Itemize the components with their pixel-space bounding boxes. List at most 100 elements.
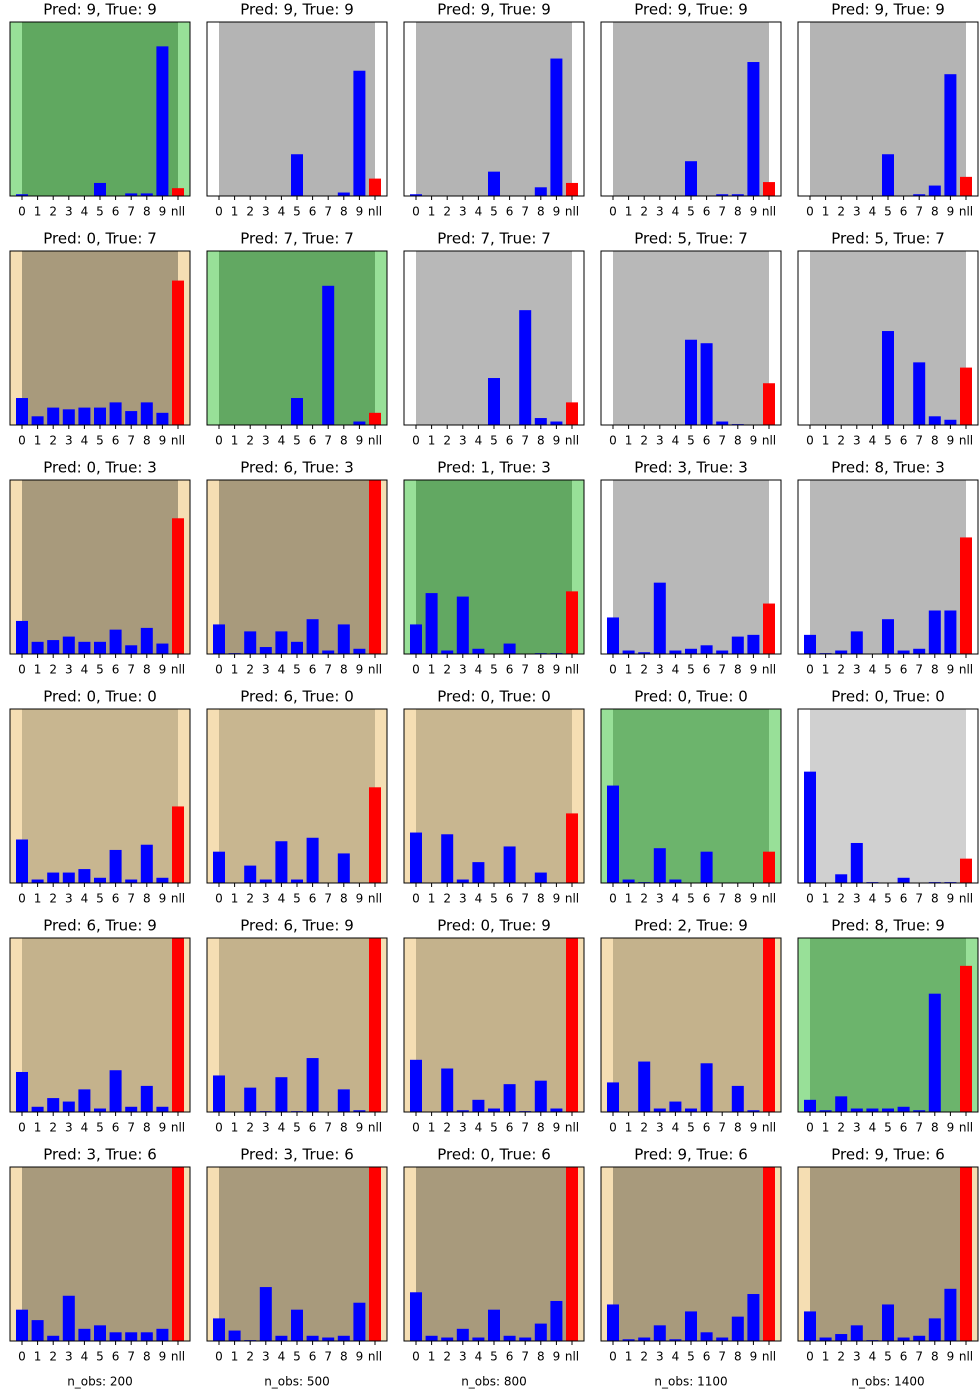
frame: [403, 250, 585, 426]
x-tick-label: nll: [959, 892, 973, 906]
bar: [306, 619, 319, 654]
panel: Pred: 0, True: 0 0 1 2 3 4 5 6 7 8 9 nll: [403, 688, 585, 906]
plot-area: [404, 22, 584, 196]
plot-area: [207, 251, 387, 425]
panel-title: Pred: 1, True: 3: [437, 459, 551, 477]
x-tick-label: nll: [959, 205, 973, 219]
bar: [244, 631, 257, 654]
x-tick-label: 2: [246, 1350, 254, 1364]
image: [22, 22, 178, 196]
x-tick-label: 8: [537, 434, 545, 448]
x-tick-label: 4: [869, 663, 877, 677]
x-tick-label: 0: [412, 1350, 420, 1364]
plot-area: [798, 938, 978, 1112]
bar: [78, 1089, 91, 1112]
x-tick-label: 0: [609, 892, 617, 906]
bar: [172, 938, 184, 1112]
x-tick-label: 2: [246, 434, 254, 448]
plot-area: [404, 1167, 584, 1341]
panel: Pred: 9, True: 9 0 1 2 3 4 5 6 7 8 9 nll: [403, 1, 585, 219]
plot-area: [404, 480, 584, 654]
bar: [213, 851, 225, 883]
x-tick-label: 1: [34, 1121, 42, 1135]
x-tick-label: 8: [143, 1350, 151, 1364]
panel-title: Pred: 8, True: 9: [831, 917, 945, 935]
bar: [607, 617, 619, 654]
bar: [213, 1318, 225, 1341]
x-tick-label: 5: [293, 663, 301, 677]
x-tick-label: 1: [428, 892, 436, 906]
column-label: n_obs: 800: [461, 1375, 527, 1389]
bar: [960, 965, 972, 1112]
bar: [488, 378, 500, 425]
bar: [944, 1288, 957, 1341]
panel: Pred: 0, True: 7 0 1 2 3 4 5 6 7 8 9 nll: [9, 230, 191, 448]
bar: [503, 846, 516, 883]
x-tick-label: nll: [762, 205, 776, 219]
bar: [259, 879, 272, 883]
x-tick-label: 2: [443, 205, 451, 219]
x-tick-label: 5: [687, 892, 695, 906]
panel: Pred: 9, True: 6 0 1 2 3 4 5 6 7 8 9 nll: [600, 1146, 782, 1364]
panel-title: Pred: 9, True: 9: [437, 1, 551, 19]
frame: [9, 250, 191, 426]
x-tick-label: 7: [127, 205, 135, 219]
column-label: n_obs: 1100: [654, 1375, 727, 1389]
bar: [322, 285, 335, 425]
panel: Pred: 2, True: 9 0 1 2 3 4 5 6 7 8 9 nll: [600, 917, 782, 1135]
bar: [62, 409, 75, 425]
x-tick-label: 0: [806, 434, 814, 448]
bar: [503, 1084, 516, 1112]
x-tick-label: 6: [112, 205, 120, 219]
x-tick-label: 4: [869, 205, 877, 219]
bar: [353, 1302, 366, 1341]
x-tick-label: nll: [171, 892, 185, 906]
frame: [9, 937, 191, 1113]
bar: [456, 596, 469, 654]
image: [219, 251, 375, 425]
x-tick-label: 5: [293, 1350, 301, 1364]
x-tick-label: 4: [278, 1121, 286, 1135]
bar: [716, 650, 729, 654]
x-tick-label: 6: [900, 892, 908, 906]
plot-area: [601, 938, 781, 1112]
x-tick-label: 5: [884, 205, 892, 219]
plot-area: [798, 709, 978, 883]
x-tick-label: 3: [65, 434, 73, 448]
x-tick-label: 6: [703, 1121, 711, 1135]
x-tick-label: nll: [368, 663, 382, 677]
x-tick-label: 1: [231, 434, 239, 448]
x-tick-label: 6: [900, 1350, 908, 1364]
bar: [337, 853, 350, 883]
x-tick-label: 8: [734, 663, 742, 677]
bar: [410, 832, 422, 883]
bar: [62, 1295, 75, 1341]
bar: [700, 851, 713, 883]
x-tick-label: 8: [340, 663, 348, 677]
frame: [9, 708, 191, 884]
x-tick-label: 9: [356, 663, 364, 677]
bar: [897, 877, 910, 883]
x-tick-label: 3: [459, 1350, 467, 1364]
x-tick-label: nll: [171, 1121, 185, 1135]
bar: [156, 46, 169, 196]
x-tick-label: 7: [324, 434, 332, 448]
plot-area: [10, 709, 190, 883]
bar: [866, 1108, 879, 1112]
image: [219, 938, 375, 1112]
bar: [62, 636, 75, 654]
panel-title: Pred: 5, True: 7: [634, 230, 748, 248]
bar: [31, 1320, 44, 1341]
bar: [140, 844, 153, 883]
bar: [109, 1332, 122, 1341]
image: [22, 1167, 178, 1341]
bar: [669, 1101, 682, 1112]
panel: Pred: 0, True: 6 0 1 2 3 4 5 6 7 8 9 nll: [403, 1146, 585, 1364]
frame: [403, 479, 585, 655]
x-tick-label: 4: [475, 663, 483, 677]
bar: [369, 412, 381, 425]
x-tick-label: 4: [475, 434, 483, 448]
bar: [850, 631, 863, 654]
bar: [16, 620, 28, 654]
x-tick-label: nll: [762, 663, 776, 677]
